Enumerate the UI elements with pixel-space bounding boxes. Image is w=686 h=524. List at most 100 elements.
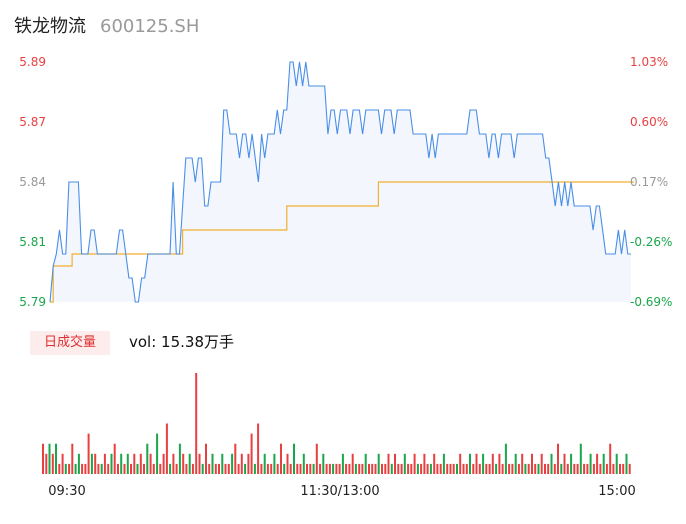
- volume-bar: [42, 443, 44, 474]
- volume-bar: [615, 453, 618, 474]
- volume-bar: [420, 463, 423, 474]
- volume-bar: [566, 463, 569, 474]
- volume-bar: [537, 463, 540, 474]
- price-tick-label: 5.79: [19, 295, 46, 309]
- volume-bar: [524, 463, 527, 474]
- volume-bar: [508, 463, 511, 474]
- volume-bar: [309, 463, 312, 474]
- volume-badge: 日成交量: [30, 331, 110, 355]
- volume-bar: [429, 463, 432, 474]
- volume-bar: [266, 463, 269, 474]
- volume-bar: [312, 463, 315, 474]
- volume-bar: [110, 453, 113, 474]
- volume-bar: [107, 463, 110, 474]
- volume-bar: [364, 453, 367, 474]
- volume-bar: [165, 423, 168, 474]
- volume-bar: [439, 463, 442, 474]
- volume-bar: [501, 463, 504, 474]
- volume-bar: [345, 463, 348, 474]
- volume-bar: [136, 463, 139, 474]
- volume-bar: [531, 453, 533, 474]
- volume-bar: [596, 453, 599, 474]
- volume-bar: [143, 463, 145, 474]
- volume-bar: [260, 463, 263, 474]
- volume-bar: [599, 463, 602, 474]
- pct-tick-label: 1.03%: [630, 55, 668, 69]
- volume-bar: [416, 463, 419, 474]
- volume-bar: [302, 453, 305, 474]
- volume-bar: [315, 443, 318, 474]
- volume-bar: [387, 453, 390, 474]
- volume-bar: [628, 463, 631, 474]
- volume-bar: [221, 453, 224, 474]
- volume-bar: [103, 453, 106, 474]
- price-tick-label: 5.89: [19, 55, 46, 69]
- volume-bar: [449, 463, 452, 474]
- volume-bar: [579, 443, 582, 474]
- volume-bar: [602, 453, 605, 474]
- volume-bar: [442, 453, 445, 474]
- volume-bar: [410, 463, 413, 474]
- volume-bar: [276, 463, 279, 474]
- volume-bar: [381, 463, 383, 474]
- volume-bar: [622, 463, 625, 474]
- stock-name: 铁龙物流: [14, 16, 86, 37]
- volume-bar: [211, 453, 214, 474]
- volume-bar: [205, 443, 207, 474]
- volume-bar: [84, 463, 87, 474]
- price-area: [49, 61, 635, 303]
- volume-bar: [293, 443, 295, 474]
- volume-bar: [361, 463, 364, 474]
- volume-bar: [384, 463, 387, 474]
- volume-bar: [296, 463, 299, 474]
- volume-bar: [619, 463, 621, 474]
- volume-bar: [325, 463, 328, 474]
- volume-bar: [573, 463, 576, 474]
- volume-bar: [123, 463, 126, 474]
- volume-bar: [374, 463, 377, 474]
- volume-bar: [240, 453, 243, 474]
- volume-bar: [87, 433, 90, 474]
- volume-bar: [175, 463, 178, 474]
- volume-bar: [81, 463, 84, 474]
- volume-bar: [527, 463, 530, 474]
- volume-bar: [511, 463, 514, 474]
- volume-bar: [191, 463, 194, 474]
- volume-bar: [423, 453, 426, 474]
- volume-bar: [475, 453, 478, 474]
- volume-bar: [534, 463, 537, 474]
- volume-bar: [371, 463, 374, 474]
- pct-axis-ticks: 1.03% 0.60% 0.17% -0.26% -0.69%: [630, 55, 672, 309]
- volume-bar: [149, 453, 152, 474]
- volume-bar: [188, 453, 191, 474]
- volume-bar: [560, 463, 563, 474]
- volume-bar: [218, 463, 220, 474]
- volume-bar: [139, 453, 142, 474]
- volume-bar: [289, 463, 292, 474]
- volume-bar: [485, 463, 488, 474]
- volume-bar: [390, 463, 393, 474]
- volume-bars: [42, 373, 631, 474]
- volume-bar: [253, 463, 256, 474]
- volume-bar: [332, 463, 335, 474]
- volume-bar: [126, 453, 129, 474]
- volume-bar: [133, 453, 136, 474]
- volume-bar: [472, 463, 475, 474]
- volume-bar: [368, 463, 370, 474]
- volume-bar: [482, 453, 485, 474]
- volume-bar: [71, 443, 74, 474]
- volume-bar: [198, 453, 201, 474]
- volume-bar: [478, 463, 481, 474]
- volume-bar: [113, 443, 116, 474]
- volume-bar: [247, 453, 250, 474]
- volume-bar: [231, 453, 234, 474]
- volume-bar: [469, 453, 471, 474]
- volume-bar: [465, 463, 468, 474]
- volume-bar: [547, 463, 550, 474]
- volume-bar: [90, 453, 93, 474]
- volume-bar: [433, 453, 436, 474]
- volume-bar: [146, 443, 149, 474]
- volume-bar: [51, 453, 54, 474]
- volume-bar: [488, 463, 491, 474]
